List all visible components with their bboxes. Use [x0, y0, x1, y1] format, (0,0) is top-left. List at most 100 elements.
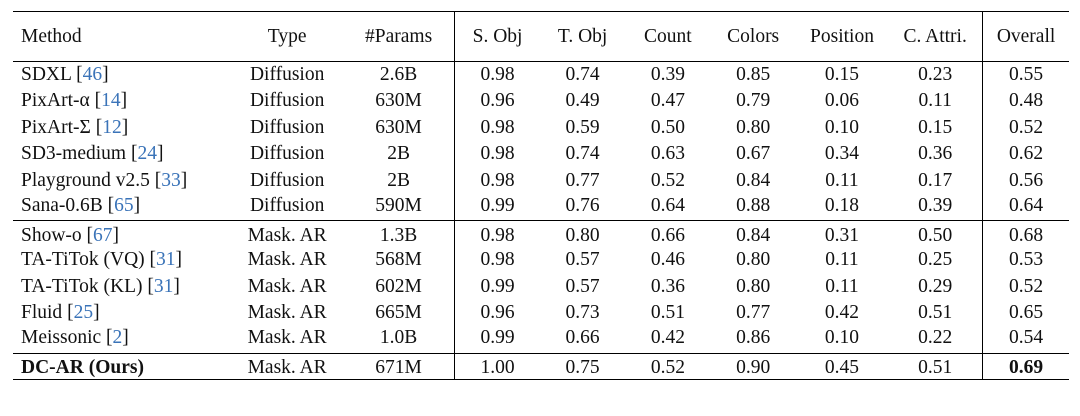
- method-name: TA-TiTok (VQ): [21, 249, 145, 271]
- table-row: PixArt-α [14] Diffusion 630M 0.96 0.49 0.47 0.…: [13, 88, 1069, 115]
- position-cell: 0.06: [824, 90, 860, 112]
- header-overall: Overall: [982, 11, 1069, 62]
- params-cell: 1.3B: [379, 224, 418, 246]
- header-color-attribute: C. Attri.: [888, 11, 983, 62]
- overall-cell: 0.62: [982, 141, 1069, 168]
- colors-cell: 0.85: [736, 64, 771, 85]
- header-type: Type: [231, 11, 343, 62]
- position-cell: 0.10: [795, 326, 889, 354]
- two-object-cell: 0.66: [539, 326, 626, 354]
- count-cell: 0.63: [650, 143, 685, 165]
- type-cell: Diffusion: [249, 143, 325, 165]
- header-row: Method Type #Params S. Obj T. Obj Count …: [13, 11, 1069, 62]
- table-row: Sana-0.6B [65] Diffusion 590M 0.99 0.76 0.64 0…: [13, 194, 1069, 221]
- method-cell: Show-o [67]: [21, 224, 120, 246]
- header-two-object: T. Obj: [539, 11, 626, 62]
- position-cell: 0.18: [795, 194, 889, 221]
- color-attribute-cell: 0.22: [888, 326, 983, 354]
- params-cell: 2B: [387, 169, 410, 191]
- color-attribute-cell: 0.29: [918, 275, 953, 297]
- citation-link[interactable]: 31: [156, 249, 176, 271]
- position-cell: 0.31: [824, 224, 860, 246]
- citation-link[interactable]: 67: [93, 224, 113, 246]
- overall-cell: 0.53: [982, 247, 1069, 274]
- two-object-cell: 0.75: [539, 353, 626, 380]
- params-cell: 630M: [375, 116, 422, 138]
- single-object-cell: 0.98: [454, 167, 540, 194]
- method-cell: TA-TiTok (VQ) [31]: [21, 249, 183, 271]
- type-cell: Diffusion: [249, 169, 325, 191]
- table-row: TA-TiTok (KL) [31] Mask. AR 602M 0.99 0.57 0.…: [13, 273, 1069, 300]
- table-row: Fluid [25] Mask. AR 665M 0.96 0.73 0.51 0.77 0.…: [13, 300, 1069, 327]
- position-cell: 0.11: [825, 275, 859, 297]
- params-cell: 602M: [375, 275, 422, 297]
- method-cell: PixArt-Σ [12]: [21, 116, 129, 138]
- citation-link[interactable]: 31: [153, 275, 174, 297]
- method-name: Show-o: [21, 224, 82, 246]
- params-cell: 1.0B: [342, 326, 455, 354]
- overall-cell: 0.56: [982, 167, 1069, 194]
- method-name: TA-TiTok (KL): [21, 275, 143, 297]
- color-attribute-cell: 0.51: [918, 302, 953, 324]
- color-attribute-cell: 0.50: [918, 224, 953, 246]
- results-table: Method Type #Params S. Obj T. Obj Count …: [13, 11, 1069, 380]
- type-cell: Mask. AR: [247, 249, 327, 271]
- count-cell: 0.39: [650, 64, 685, 85]
- two-object-cell: 0.57: [565, 275, 600, 297]
- count-cell: 0.51: [650, 302, 685, 324]
- position-cell: 0.45: [795, 353, 889, 380]
- params-cell: 568M: [375, 249, 422, 271]
- params-cell: 590M: [342, 194, 455, 221]
- citation-link[interactable]: 24: [137, 143, 157, 165]
- citation-link[interactable]: 33: [161, 169, 181, 191]
- colors-cell: 0.67: [736, 143, 771, 165]
- overall-cell: 0.52: [982, 114, 1069, 141]
- method-cell: TA-TiTok (KL) [31]: [21, 275, 180, 297]
- table-row: TA-TiTok (VQ) [31] Mask. AR 568M 0.98 0.57 0.…: [13, 247, 1069, 274]
- table-row: DC-AR (Ours) Mask. AR 671M 1.00 0.75 0.52 0.90…: [13, 353, 1069, 380]
- method-name: PixArt-α: [21, 90, 90, 112]
- two-object-cell: 0.76: [539, 194, 626, 221]
- colors-cell: 0.84: [736, 224, 771, 246]
- table-header: Method Type #Params S. Obj T. Obj Count …: [13, 11, 1069, 62]
- single-object-cell: 0.96: [454, 300, 540, 327]
- two-object-cell: 0.73: [565, 302, 600, 324]
- table-row: SDXL [46] Diffusion 2.6B 0.98 0.74 0.39 0.85 0.…: [13, 61, 1069, 88]
- overall-cell: 0.48: [982, 88, 1069, 115]
- overall-cell: 0.64: [982, 194, 1069, 221]
- citation-link[interactable]: 25: [73, 302, 94, 324]
- citation-link[interactable]: 2: [112, 327, 123, 348]
- two-object-cell: 0.49: [565, 90, 600, 112]
- params-cell: 665M: [375, 302, 422, 324]
- method-cell: PixArt-α [14]: [21, 90, 128, 112]
- color-attribute-cell: 0.15: [918, 116, 953, 138]
- overall-cell: 0.55: [982, 61, 1069, 88]
- citation-link[interactable]: 12: [102, 116, 122, 138]
- table-row: Meissonic [2] Mask. AR 1.0B 0.99 0.66 0.42 0.8…: [13, 326, 1069, 354]
- citation-link[interactable]: 46: [82, 64, 103, 85]
- method-name: SDXL: [21, 64, 72, 85]
- type-cell: Mask. AR: [231, 353, 343, 380]
- method-name: Sana-0.6B: [21, 194, 103, 216]
- count-cell: 0.50: [650, 116, 685, 138]
- position-cell: 0.15: [824, 64, 860, 85]
- method-name: SD3-medium: [21, 143, 127, 165]
- table-body: SDXL [46] Diffusion 2.6B 0.98 0.74 0.39 0.85 0.…: [13, 61, 1069, 380]
- citation-link[interactable]: 14: [101, 90, 121, 112]
- two-object-cell: 0.74: [565, 64, 600, 85]
- color-attribute-cell: 0.11: [918, 90, 952, 112]
- position-cell: 0.10: [824, 116, 860, 138]
- method-cell: DC-AR (Ours): [13, 353, 232, 380]
- table-row: Playground v2.5 [33] Diffusion 2B 0.98 0.77 0…: [13, 167, 1069, 194]
- colors-cell: 0.80: [736, 116, 771, 138]
- header-single-object: S. Obj: [454, 11, 540, 62]
- params-cell: 671M: [342, 353, 455, 380]
- method-cell: SDXL [46]: [21, 64, 109, 85]
- single-object-cell: 1.00: [454, 353, 540, 380]
- two-object-cell: 0.74: [565, 143, 600, 165]
- single-object-cell: 0.98: [454, 61, 540, 88]
- citation-link[interactable]: 65: [114, 194, 134, 216]
- header-params: #Params: [342, 11, 455, 62]
- colors-cell: 0.80: [736, 275, 771, 297]
- colors-cell: 0.84: [736, 169, 771, 191]
